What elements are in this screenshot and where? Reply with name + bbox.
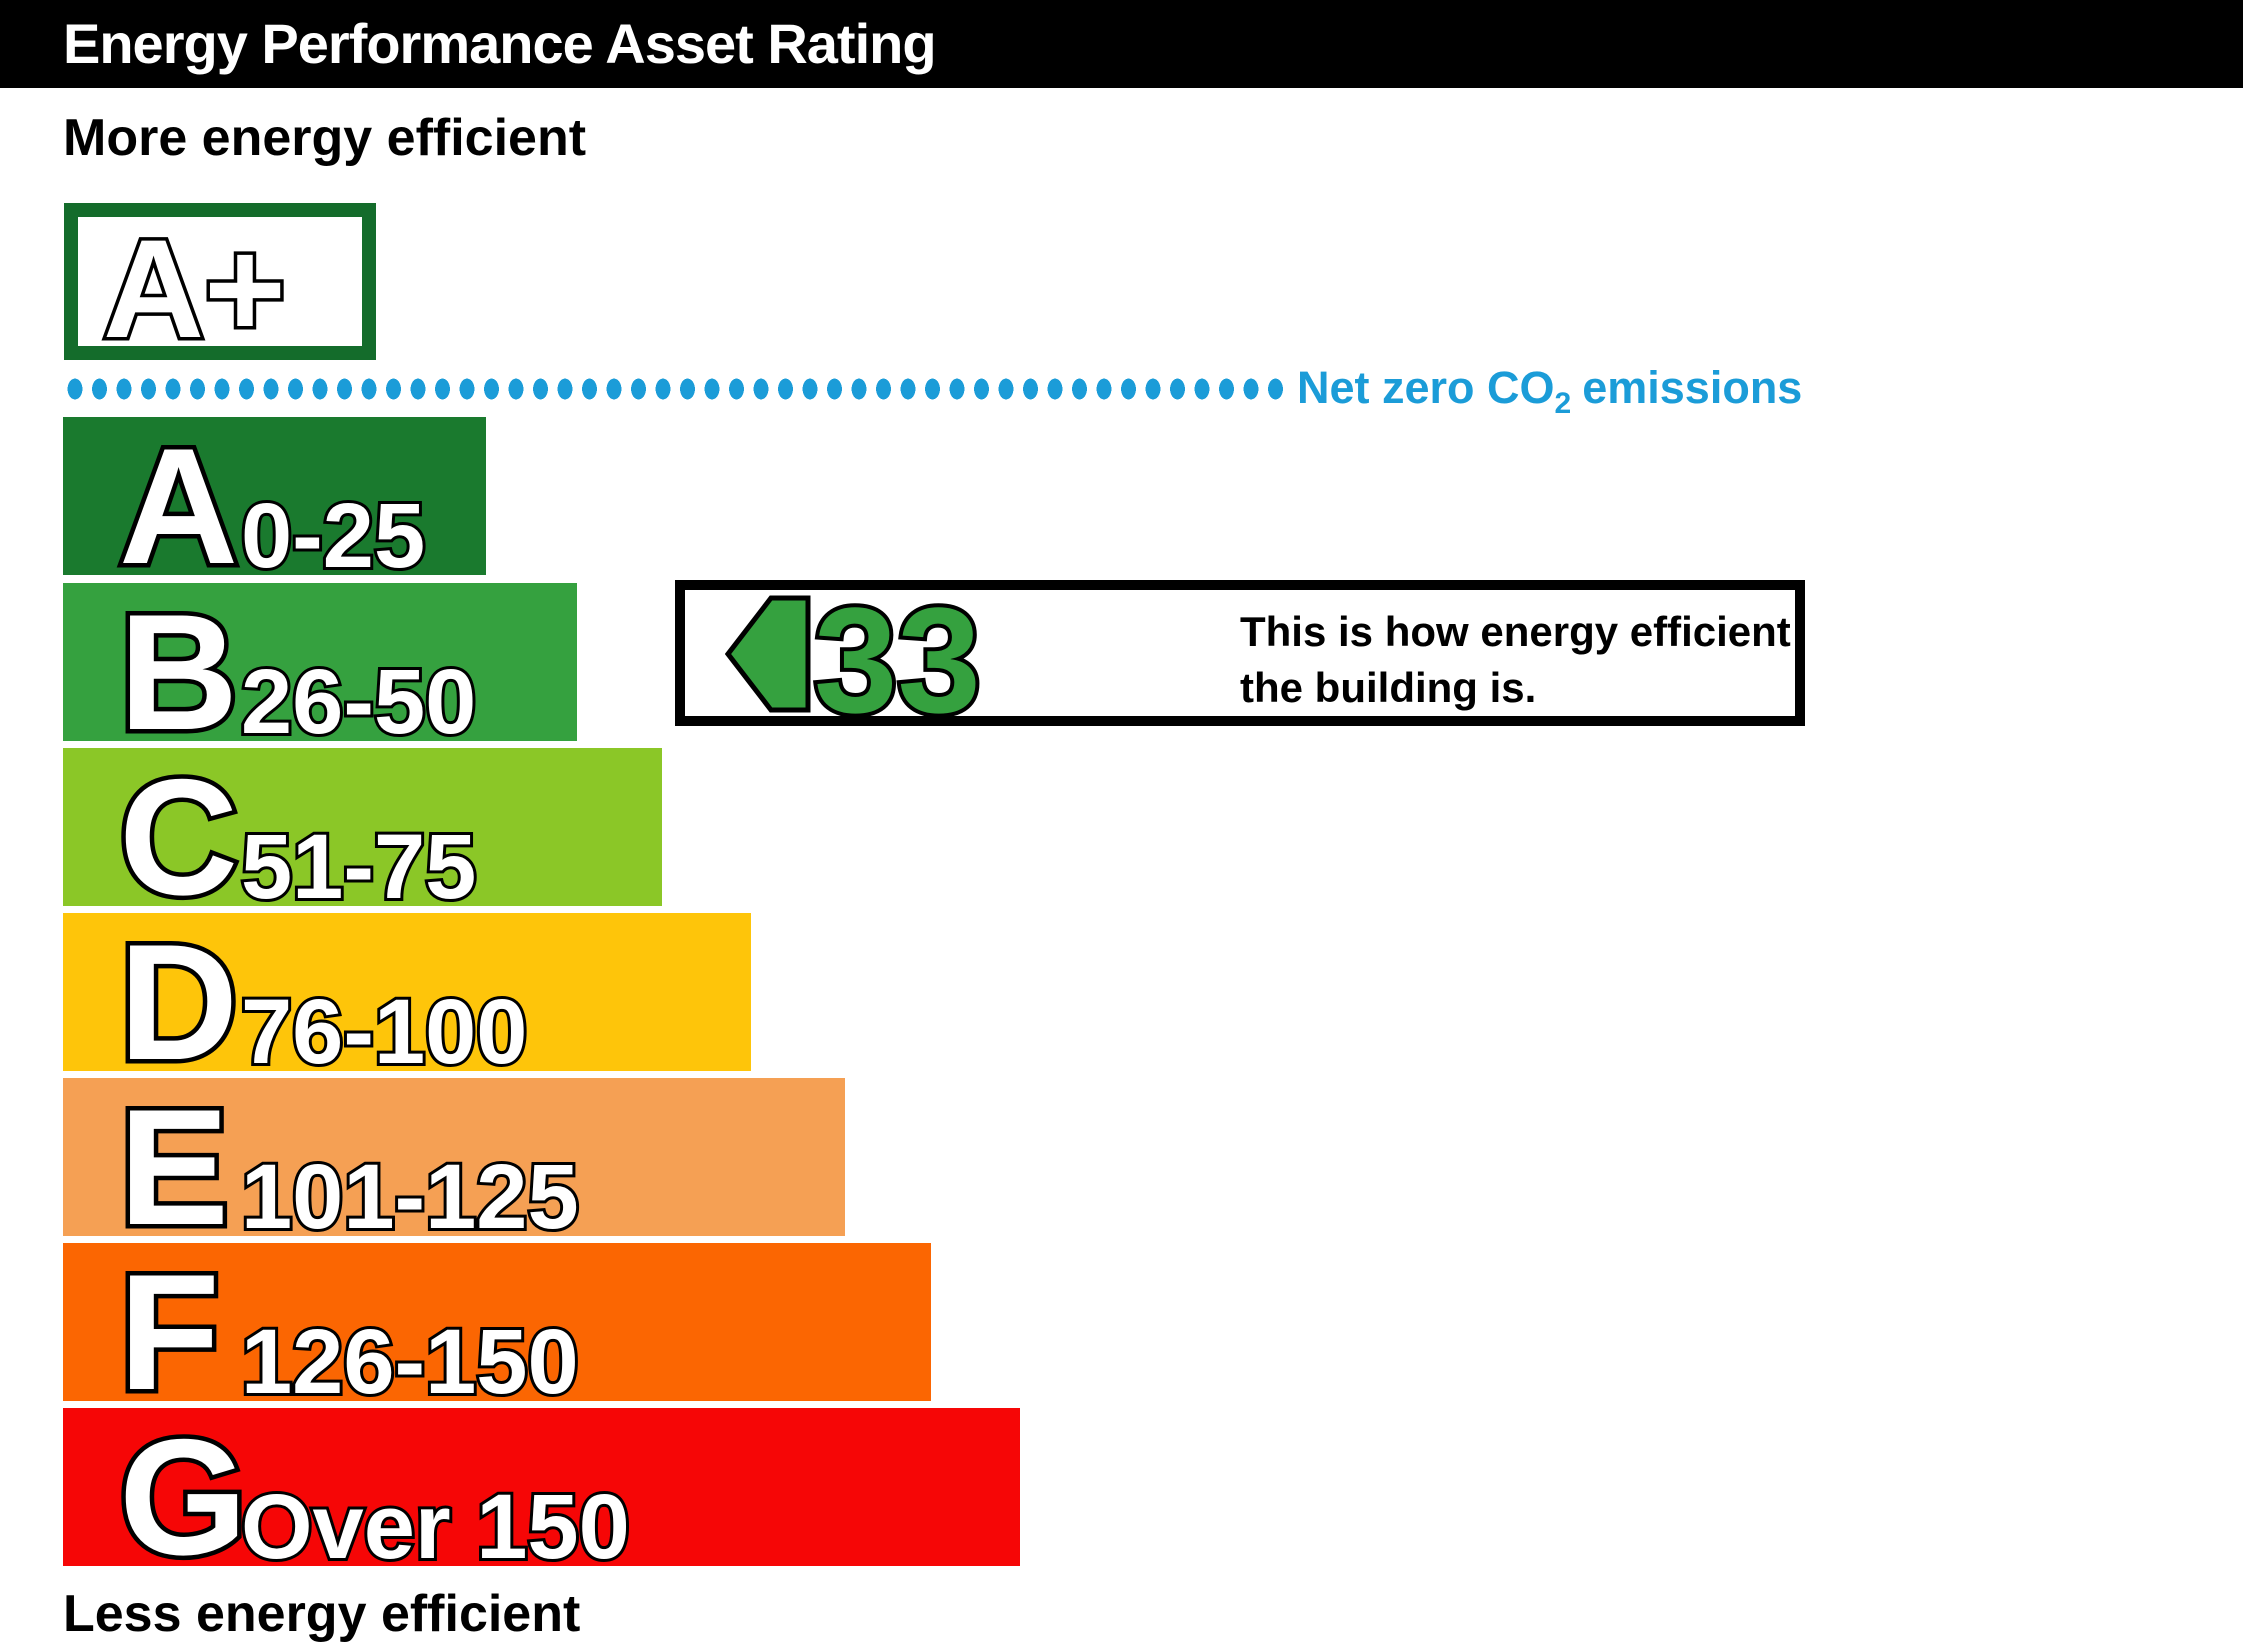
less-efficient-label: Less energy efficient [63,1585,581,1643]
band-g-range: Over 150 [241,1476,630,1566]
band-g-svg: G Over 150 [115,1408,633,1566]
band-a-plus-label: A+ [103,217,286,346]
band-c-range: 51-75 [241,816,476,906]
net-zero-suffix: emissions [1582,362,1803,413]
band-d-svg: D 76-100 [115,913,531,1071]
net-zero-dotted-line [63,375,1291,403]
band-a: A 0-25 [63,417,486,575]
band-e-letter: E [119,1078,229,1236]
current-rating-indicator: 33 This is how energy efficient the buil… [675,580,1805,726]
band-e-svg: E 101-125 [115,1078,582,1236]
more-efficient-label: More energy efficient [63,109,587,167]
band-f-range: 126-150 [241,1311,579,1401]
band-b: B 26-50 [63,583,577,741]
band-e-range: 101-125 [241,1146,579,1236]
band-d-range: 76-100 [241,981,527,1071]
band-b-range: 26-50 [241,651,476,741]
rating-value: 33 [814,590,981,716]
band-c: C 51-75 [63,748,662,906]
page-title: Energy Performance Asset Rating [63,12,937,75]
band-a-range: 0-25 [241,485,425,575]
band-b-svg: B 26-50 [115,583,480,741]
band-f-svg: F 126-150 [115,1243,582,1401]
band-g-letter: G [119,1408,247,1566]
rating-value-svg: 33 [810,590,985,716]
band-f-letter: F [119,1243,220,1401]
left-arrow-icon [725,595,811,713]
band-c-letter: C [119,748,238,906]
band-d: D 76-100 [63,913,751,1071]
rating-description-line2: the building is. [1240,664,1537,711]
left-arrow-shape [725,595,811,713]
net-zero-subscript: 2 [1554,387,1572,420]
band-e: E 101-125 [63,1078,845,1236]
band-c-svg: C 51-75 [115,748,480,906]
band-g: G Over 150 [63,1408,1020,1566]
band-a-letter: A [119,417,238,575]
band-b-letter: B [119,583,238,741]
band-a-svg: A 0-25 [115,417,429,575]
net-zero-prefix: Net zero CO [1297,362,1555,413]
band-f: F 126-150 [63,1243,931,1401]
band-a-plus-svg: A+ [100,217,290,346]
rating-description-line1: This is how energy efficient [1240,608,1791,655]
net-zero-label: Net zero CO2 emissions [1297,362,1802,421]
band-a-plus: A+ [64,203,376,360]
header-bar: Energy Performance Asset Rating [0,0,2243,88]
rating-description: This is how energy efficient the buildin… [1240,604,1791,716]
band-d-letter: D [119,913,238,1071]
